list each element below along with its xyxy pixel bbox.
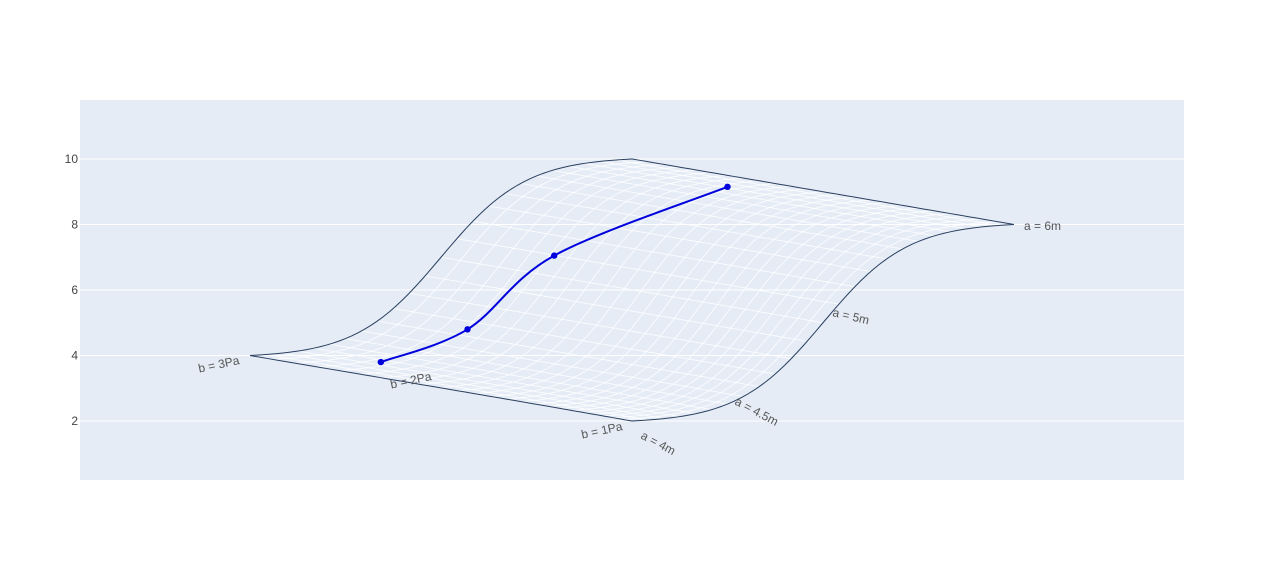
carpet-a-label: a = 6m bbox=[1024, 219, 1061, 233]
series-marker[interactable] bbox=[377, 358, 385, 366]
y-tick-label: 6 bbox=[71, 283, 78, 297]
carpet-a-gridline bbox=[616, 159, 999, 226]
carpet-b-gridline bbox=[316, 166, 680, 368]
carpet-b-gridline bbox=[294, 163, 664, 364]
carpet-edge-b-max bbox=[249, 158, 633, 357]
carpet-edge-a-max bbox=[631, 158, 1015, 225]
series-marker[interactable] bbox=[464, 326, 471, 333]
carpet-edge-b-min bbox=[631, 223, 1015, 422]
series-marker[interactable] bbox=[550, 252, 558, 259]
series-line bbox=[380, 185, 728, 364]
y-tick-label: 2 bbox=[71, 414, 78, 428]
carpet-a-gridline bbox=[584, 162, 967, 230]
y-tick-label: 4 bbox=[71, 349, 78, 363]
carpet-b-gridline bbox=[272, 161, 648, 360]
y-tick-label: 10 bbox=[65, 152, 79, 166]
carpet-b-gridline bbox=[338, 169, 696, 371]
carpet-a-gridline bbox=[600, 160, 983, 228]
carpet-edge-a-min bbox=[249, 355, 633, 422]
y-axis-tick-labels: 2 4 6 8 10 bbox=[65, 152, 79, 428]
y-tick-label: 8 bbox=[71, 217, 78, 231]
series-layer bbox=[377, 183, 731, 366]
carpet-boundary bbox=[249, 158, 1015, 422]
series-marker[interactable] bbox=[724, 183, 731, 191]
